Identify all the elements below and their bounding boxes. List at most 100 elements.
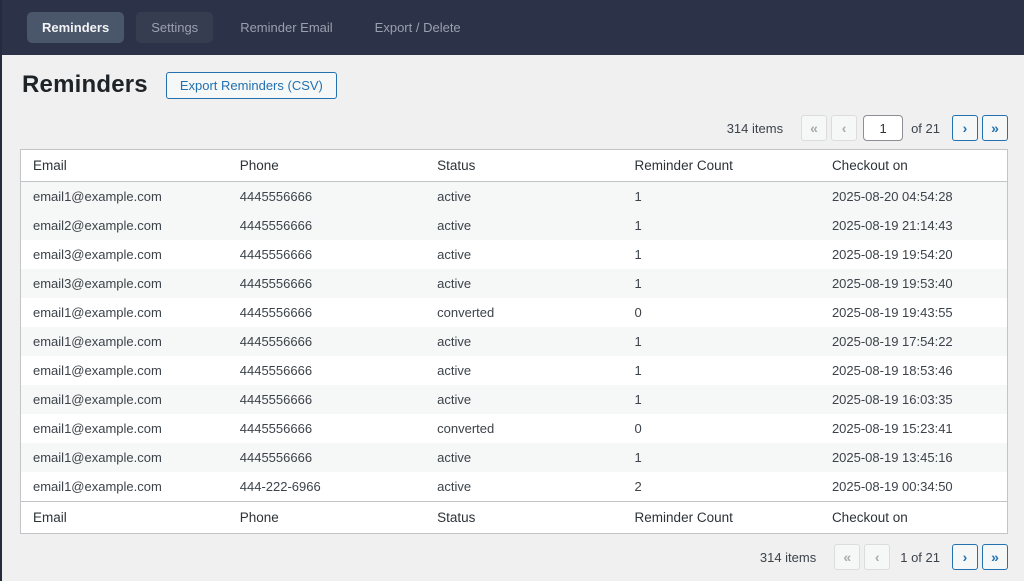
table-row: email1@example.com 4445556666 converted …	[21, 414, 1008, 443]
cell-status: active	[425, 443, 622, 472]
cell-status: active	[425, 182, 622, 212]
prev-page-button: ‹	[864, 544, 890, 570]
next-page-button[interactable]: ›	[952, 115, 978, 141]
cell-reminder-count: 1	[623, 385, 820, 414]
reminders-table: Email Phone Status Reminder Count Checko…	[20, 149, 1008, 534]
cell-checkout-on: 2025-08-20 04:54:28	[820, 182, 1008, 212]
footer-column-checkout-on: Checkout on	[820, 502, 1008, 534]
cell-reminder-count: 1	[623, 443, 820, 472]
last-page-button[interactable]: »	[982, 115, 1008, 141]
cell-email: email1@example.com	[21, 327, 228, 356]
cell-phone: 4445556666	[228, 182, 425, 212]
tab-export-delete[interactable]: Export / Delete	[360, 12, 476, 43]
total-pages-label: of 21	[911, 121, 940, 136]
cell-phone: 4445556666	[228, 356, 425, 385]
table-row: email3@example.com 4445556666 active 1 2…	[21, 269, 1008, 298]
pagination-top: 314 items « ‹ of 21 › »	[20, 115, 1008, 141]
pagination-bottom: 314 items « ‹ 1 of 21 › »	[20, 544, 1008, 570]
table-row: email1@example.com 444-222-6966 active 2…	[21, 472, 1008, 502]
column-header-status: Status	[425, 150, 622, 182]
cell-checkout-on: 2025-08-19 16:03:35	[820, 385, 1008, 414]
cell-status: converted	[425, 298, 622, 327]
cell-status: active	[425, 472, 622, 502]
cell-email: email1@example.com	[21, 182, 228, 212]
cell-reminder-count: 1	[623, 269, 820, 298]
cell-reminder-count: 1	[623, 182, 820, 212]
prev-page-button: ‹	[831, 115, 857, 141]
table-row: email3@example.com 4445556666 active 1 2…	[21, 240, 1008, 269]
page-position-label: 1 of 21	[900, 550, 940, 565]
cell-email: email1@example.com	[21, 385, 228, 414]
cell-reminder-count: 0	[623, 414, 820, 443]
cell-reminder-count: 2	[623, 472, 820, 502]
table-row: email2@example.com 4445556666 active 1 2…	[21, 211, 1008, 240]
top-navbar: Reminders Settings Reminder Email Export…	[2, 0, 1024, 55]
cell-email: email1@example.com	[21, 472, 228, 502]
cell-checkout-on: 2025-08-19 19:54:20	[820, 240, 1008, 269]
column-header-checkout-on: Checkout on	[820, 150, 1008, 182]
reminders-page: Reminders Export Reminders (CSV) 314 ite…	[2, 55, 1024, 570]
cell-phone: 4445556666	[228, 298, 425, 327]
cell-phone: 4445556666	[228, 240, 425, 269]
cell-phone: 444-222-6966	[228, 472, 425, 502]
cell-status: active	[425, 240, 622, 269]
cell-reminder-count: 1	[623, 327, 820, 356]
first-page-button: «	[801, 115, 827, 141]
cell-checkout-on: 2025-08-19 00:34:50	[820, 472, 1008, 502]
cell-phone: 4445556666	[228, 414, 425, 443]
cell-checkout-on: 2025-08-19 19:43:55	[820, 298, 1008, 327]
cell-checkout-on: 2025-08-19 17:54:22	[820, 327, 1008, 356]
next-page-button[interactable]: ›	[952, 544, 978, 570]
cell-status: active	[425, 269, 622, 298]
cell-phone: 4445556666	[228, 327, 425, 356]
footer-column-phone: Phone	[228, 502, 425, 534]
cell-status: active	[425, 327, 622, 356]
cell-checkout-on: 2025-08-19 18:53:46	[820, 356, 1008, 385]
table-row: email1@example.com 4445556666 active 1 2…	[21, 356, 1008, 385]
cell-checkout-on: 2025-08-19 15:23:41	[820, 414, 1008, 443]
table-row: email1@example.com 4445556666 active 1 2…	[21, 182, 1008, 212]
tab-settings[interactable]: Settings	[136, 12, 213, 43]
column-header-reminder-count: Reminder Count	[623, 150, 820, 182]
table-row: email1@example.com 4445556666 active 1 2…	[21, 385, 1008, 414]
cell-status: active	[425, 356, 622, 385]
cell-email: email3@example.com	[21, 240, 228, 269]
cell-phone: 4445556666	[228, 385, 425, 414]
title-row: Reminders Export Reminders (CSV)	[20, 71, 1008, 99]
cell-phone: 4445556666	[228, 269, 425, 298]
cell-email: email1@example.com	[21, 356, 228, 385]
footer-column-status: Status	[425, 502, 622, 534]
cell-reminder-count: 1	[623, 356, 820, 385]
cell-email: email1@example.com	[21, 443, 228, 472]
cell-reminder-count: 0	[623, 298, 820, 327]
cell-email: email1@example.com	[21, 298, 228, 327]
cell-phone: 4445556666	[228, 211, 425, 240]
cell-reminder-count: 1	[623, 211, 820, 240]
first-page-button: «	[834, 544, 860, 570]
cell-email: email3@example.com	[21, 269, 228, 298]
last-page-button[interactable]: »	[982, 544, 1008, 570]
cell-reminder-count: 1	[623, 240, 820, 269]
current-page-input[interactable]	[863, 115, 903, 141]
tab-reminders[interactable]: Reminders	[27, 12, 124, 43]
cell-email: email1@example.com	[21, 414, 228, 443]
cell-checkout-on: 2025-08-19 19:53:40	[820, 269, 1008, 298]
cell-status: active	[425, 385, 622, 414]
export-reminders-button[interactable]: Export Reminders (CSV)	[166, 72, 337, 99]
table-footer: Email Phone Status Reminder Count Checko…	[21, 502, 1008, 534]
cell-phone: 4445556666	[228, 443, 425, 472]
cell-checkout-on: 2025-08-19 13:45:16	[820, 443, 1008, 472]
cell-status: active	[425, 211, 622, 240]
cell-email: email2@example.com	[21, 211, 228, 240]
table-row: email1@example.com 4445556666 active 1 2…	[21, 443, 1008, 472]
items-count: 314 items	[760, 550, 816, 565]
tab-reminder-email[interactable]: Reminder Email	[225, 12, 347, 43]
table-body: email1@example.com 4445556666 active 1 2…	[21, 182, 1008, 502]
footer-column-reminder-count: Reminder Count	[623, 502, 820, 534]
table-header: Email Phone Status Reminder Count Checko…	[21, 150, 1008, 182]
column-header-phone: Phone	[228, 150, 425, 182]
column-header-email: Email	[21, 150, 228, 182]
footer-column-email: Email	[21, 502, 228, 534]
items-count: 314 items	[727, 121, 783, 136]
page-title: Reminders	[22, 71, 148, 99]
